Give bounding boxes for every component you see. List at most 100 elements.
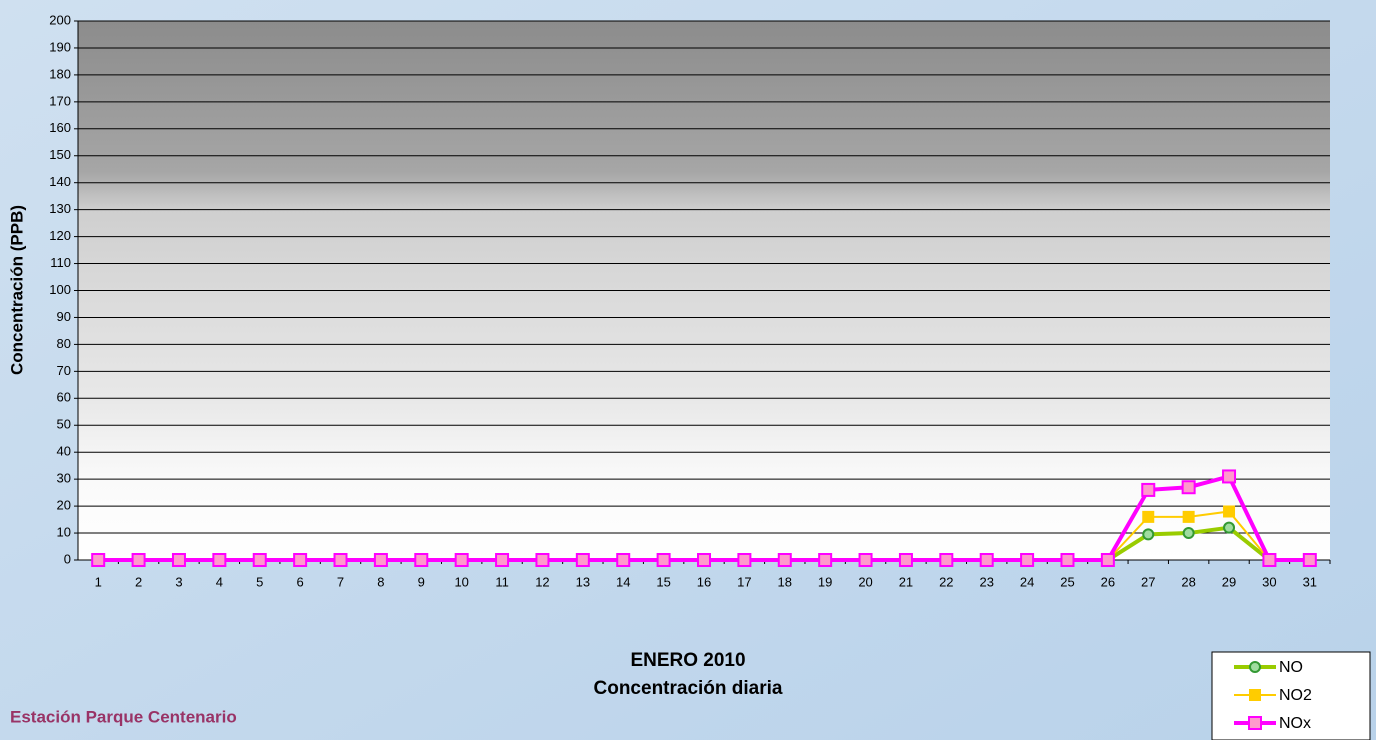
x-tick-label: 16 [697, 574, 711, 589]
data-point [454, 553, 469, 567]
data-point [1182, 510, 1195, 523]
x-tick-label: 10 [454, 574, 468, 589]
data-point [1142, 510, 1155, 523]
y-tick-label: 90 [57, 309, 71, 324]
y-tick-label: 120 [49, 228, 71, 243]
legend-label: NO [1279, 659, 1303, 676]
data-point [1182, 527, 1195, 540]
data-point [898, 553, 913, 567]
data-point [818, 553, 833, 567]
legend-marker [1248, 716, 1262, 730]
y-tick-label: 80 [57, 336, 71, 351]
x-tick-label: 20 [858, 574, 872, 589]
x-tick-label: 14 [616, 574, 630, 589]
data-point [697, 553, 711, 567]
x-tick-label: 24 [1020, 574, 1034, 589]
y-tick-label: 180 [49, 66, 71, 81]
x-tick-label: 26 [1101, 574, 1115, 589]
data-point [1222, 469, 1237, 484]
y-tick-label: 70 [57, 363, 71, 378]
data-point [1302, 553, 1317, 567]
x-tick-label: 5 [256, 574, 263, 589]
data-point [495, 553, 510, 567]
legend-label: NOx [1279, 715, 1311, 732]
x-tick-label: 31 [1303, 574, 1317, 589]
data-point [979, 553, 994, 567]
y-tick-label: 0 [64, 551, 71, 566]
x-tick-label: 17 [737, 574, 751, 589]
y-tick-label: 40 [57, 444, 71, 459]
data-point [1262, 553, 1277, 567]
y-tick-label: 200 [49, 12, 71, 27]
data-point [252, 553, 267, 567]
x-tick-label: 23 [979, 574, 993, 589]
x-tick-label: 3 [175, 574, 182, 589]
data-point [171, 553, 186, 567]
data-point [293, 553, 308, 567]
y-tick-label: 20 [57, 498, 71, 513]
y-tick-label: 130 [49, 201, 71, 216]
y-tick-label: 190 [49, 39, 71, 54]
y-tick-label: 10 [57, 524, 71, 539]
legend-marker [1249, 689, 1261, 701]
y-tick-label: 60 [57, 390, 71, 405]
annotation: Estación Parque Centenario [10, 707, 237, 726]
data-point [575, 553, 590, 567]
data-point [91, 553, 106, 567]
data-point [1142, 528, 1155, 541]
y-tick-label: 100 [49, 282, 71, 297]
x-tick-label: 25 [1060, 574, 1074, 589]
x-tick-label: 2 [135, 574, 142, 589]
data-point [414, 553, 429, 567]
data-point [939, 553, 954, 567]
data-point [616, 553, 631, 567]
data-point [1100, 553, 1115, 567]
data-point [1223, 505, 1236, 518]
x-tick-label: 30 [1262, 574, 1276, 589]
x-tick-label: 28 [1181, 574, 1195, 589]
y-tick-label: 30 [57, 471, 71, 486]
data-point [333, 553, 348, 567]
chart-title: ENERO 2010 [630, 650, 745, 671]
x-tick-label: 15 [656, 574, 670, 589]
data-point [1141, 482, 1156, 497]
data-point [656, 553, 671, 567]
x-tick-label: 8 [377, 574, 384, 589]
data-point [1223, 521, 1236, 534]
chart-subtitle: Concentración diaria [594, 678, 783, 699]
x-tick-label: 22 [939, 574, 953, 589]
x-tick-label: 13 [576, 574, 590, 589]
x-tick-label: 1 [95, 574, 102, 589]
x-tick-label: 12 [535, 574, 549, 589]
y-axis-label: Concentración (PPB) [7, 205, 26, 375]
y-tick-label: 170 [49, 93, 71, 108]
data-point [1181, 480, 1196, 495]
data-point [737, 553, 752, 567]
data-point [131, 553, 146, 567]
x-tick-label: 18 [778, 574, 792, 589]
x-tick-label: 9 [418, 574, 425, 589]
y-tick-label: 140 [49, 174, 71, 189]
data-point [858, 553, 873, 567]
x-tick-label: 7 [337, 574, 344, 589]
x-tick-label: 21 [899, 574, 913, 589]
x-tick-label: 27 [1141, 574, 1155, 589]
y-tick-label: 50 [57, 417, 71, 432]
data-point [535, 553, 550, 567]
x-tick-label: 4 [216, 574, 223, 589]
x-tick-label: 6 [297, 574, 304, 589]
legend-marker [1249, 661, 1261, 673]
x-tick-label: 19 [818, 574, 832, 589]
data-point [373, 553, 388, 567]
data-point [1060, 553, 1075, 567]
x-tick-label: 29 [1222, 574, 1236, 589]
legend-label: NO2 [1279, 687, 1312, 704]
y-tick-label: 160 [49, 120, 71, 135]
data-point [1020, 553, 1035, 567]
data-point [777, 553, 792, 567]
y-tick-label: 110 [50, 255, 71, 270]
data-point [212, 553, 227, 567]
x-tick-label: 11 [495, 574, 509, 589]
y-tick-label: 150 [49, 147, 71, 162]
